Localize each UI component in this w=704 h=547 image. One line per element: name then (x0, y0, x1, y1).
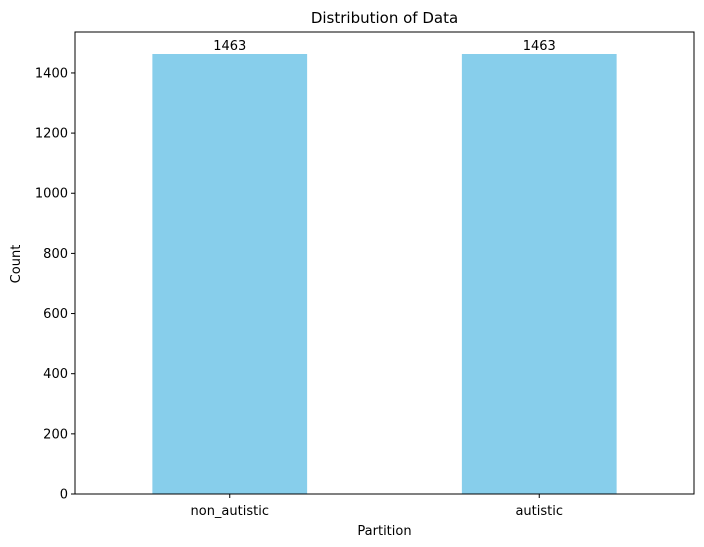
y-tick-label: 800 (43, 247, 68, 262)
x-axis-label: Partition (357, 524, 411, 539)
plot-area: 1463 non_autistic 1463 autistic 0 200 400 600 80… (35, 31, 695, 519)
y-axis-label: Count (9, 245, 24, 284)
plot-frame (74, 31, 695, 495)
bar-autistic (461, 54, 617, 494)
y-tick-label: 1000 (35, 187, 68, 202)
y-tick-label: 600 (43, 307, 68, 322)
y-tick-label: 1200 (35, 127, 68, 142)
chart-title: Distribution of Data (311, 9, 458, 27)
data-label-autistic: 1463 (523, 39, 556, 54)
x-tick-label: non_autistic (191, 504, 269, 519)
data-label-non-autistic: 1463 (213, 39, 246, 54)
y-tick-label: 400 (43, 367, 68, 382)
bar-non-autistic (152, 54, 308, 494)
y-tick-label: 1400 (35, 66, 68, 81)
y-tick-label: 0 (60, 488, 68, 503)
x-tick-label: autistic (515, 504, 563, 519)
y-tick-label: 200 (43, 427, 68, 442)
